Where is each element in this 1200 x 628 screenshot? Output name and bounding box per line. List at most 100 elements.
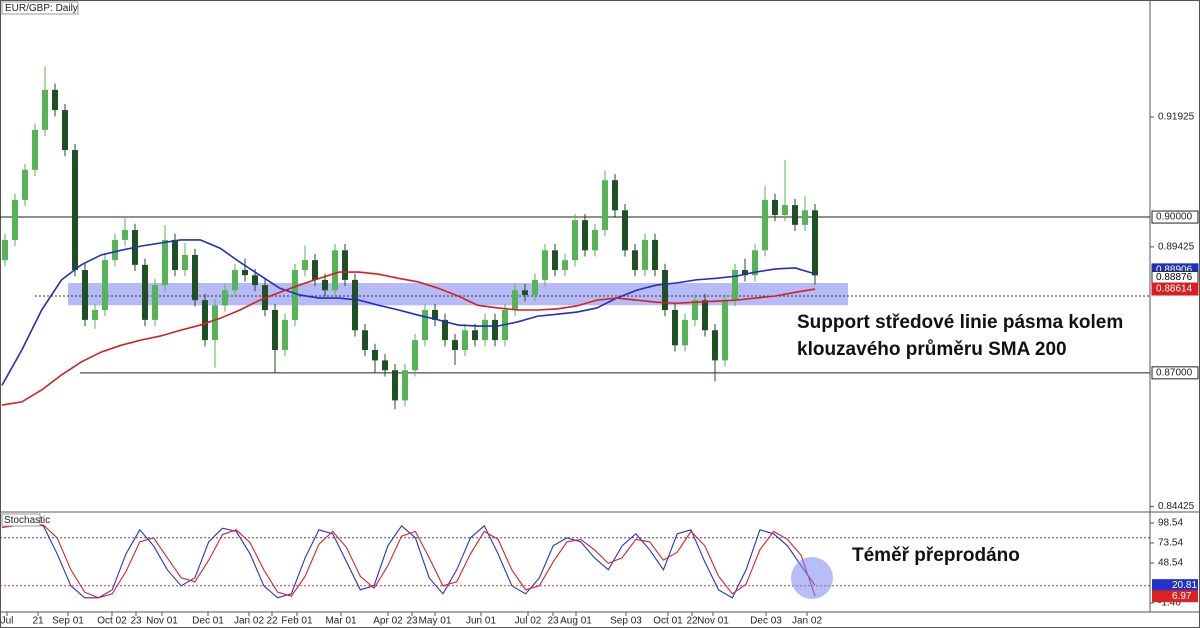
candle-body: [732, 270, 738, 301]
candle-body: [172, 239, 178, 271]
candle-body: [282, 319, 288, 350]
x-tick-label: Aug 01: [560, 616, 592, 627]
title-box: [1, 1, 79, 15]
candle-body: [772, 199, 778, 215]
candle-body: [312, 260, 318, 280]
x-tick-label: May 01: [419, 616, 452, 627]
candle-body: [342, 250, 348, 280]
candle-body: [52, 89, 58, 111]
y-tick-label: -1.46: [1158, 598, 1181, 609]
candle-body: [662, 270, 668, 311]
candle-body: [222, 290, 228, 306]
candle-body: [442, 319, 448, 341]
candle-body: [252, 275, 258, 286]
candle-body: [812, 210, 818, 276]
candle-body: [372, 349, 378, 361]
candle-body: [272, 310, 278, 350]
chart-title: EUR/GBP: Daily: [5, 3, 78, 14]
annotation: klouzavého průměru SMA 200: [797, 339, 1067, 360]
y-tick-label: 98.54: [1158, 518, 1183, 529]
candle-body: [532, 279, 538, 295]
candle-body: [552, 250, 558, 271]
price-label: 0.88876: [1156, 272, 1193, 283]
candle-body: [752, 250, 758, 276]
x-tick-label: 23: [406, 616, 418, 627]
x-tick-label: Jul 02: [515, 616, 542, 627]
x-tick-label: 22: [266, 616, 278, 627]
annotation: Support středové linie pásma kolem: [797, 312, 1123, 333]
x-tick-label: Sep 01: [52, 616, 84, 627]
candle-body: [522, 290, 528, 295]
candle-body: [22, 169, 28, 200]
candle-body: [112, 239, 118, 261]
candle-body: [122, 230, 128, 240]
candle-body: [572, 220, 578, 261]
x-tick-label: Feb 01: [281, 616, 313, 627]
candle-body: [482, 319, 488, 341]
x-tick-label: Dec 03: [750, 616, 782, 627]
annotation: Téměř přeprodáno: [852, 545, 1020, 566]
stochastic-panel: [0, 523, 1150, 599]
candle-body: [542, 250, 548, 280]
candle-body: [32, 129, 38, 170]
candle-body: [72, 150, 78, 271]
candle-body: [692, 300, 698, 320]
x-tick-label: 21: [32, 616, 44, 627]
candle-body: [672, 310, 678, 346]
moving-average: [1, 239, 816, 386]
candle-body: [402, 370, 408, 401]
candle-body: [242, 270, 248, 276]
candle-body: [602, 180, 608, 231]
candle-body: [722, 300, 728, 361]
candle-body: [642, 239, 648, 271]
value-label-box: [1152, 590, 1198, 603]
x-tick-label: Oct 01: [653, 616, 683, 627]
price-panel: [0, 66, 1150, 410]
candle-body: [2, 239, 8, 261]
price-label: 0.88906: [1156, 265, 1193, 276]
candle-body: [412, 340, 418, 371]
candle-body: [192, 254, 198, 301]
candle-body: [102, 260, 108, 311]
candle-body: [632, 250, 638, 271]
candle-body: [792, 205, 798, 225]
candle-body: [472, 330, 478, 341]
candle-body: [432, 310, 438, 320]
x-tick-label: Sep 03: [610, 616, 642, 627]
x-tick-label: Jan 02: [792, 616, 822, 627]
candle-body: [612, 180, 618, 211]
candle-body: [232, 270, 238, 291]
y-tick-label: 0.91925: [1158, 112, 1195, 123]
x-tick-label: Jun 01: [466, 616, 496, 627]
candle-body: [332, 250, 338, 291]
candle-body: [12, 199, 18, 240]
stochastic-line: [1, 524, 816, 599]
candle-body: [592, 230, 598, 251]
candle-body: [562, 260, 568, 271]
level-label-box: [1151, 366, 1199, 380]
x-tick-label: 22: [686, 616, 698, 627]
candle-body: [62, 110, 68, 151]
candle-body: [702, 300, 708, 331]
candle-body: [42, 89, 48, 130]
candle-body: [492, 319, 498, 341]
y-tick-label: 73.54: [1158, 538, 1183, 549]
moving-average: [1, 271, 816, 406]
x-tick-label: Apr 02: [373, 616, 403, 627]
candle-body: [682, 319, 688, 346]
value-label-box: [1152, 579, 1198, 592]
x-tick-label: Oct 02: [97, 616, 127, 627]
candle-body: [92, 310, 98, 320]
stochastic-line: [1, 523, 816, 599]
candle-body: [362, 330, 368, 350]
support-zone: [68, 283, 848, 306]
candle-body: [82, 270, 88, 320]
x-tick-label: Dec 01: [192, 616, 224, 627]
candle-body: [742, 270, 748, 276]
candle-body: [762, 199, 768, 251]
candle-body: [162, 239, 168, 286]
candle-body: [152, 285, 158, 320]
candle-body: [202, 300, 208, 341]
